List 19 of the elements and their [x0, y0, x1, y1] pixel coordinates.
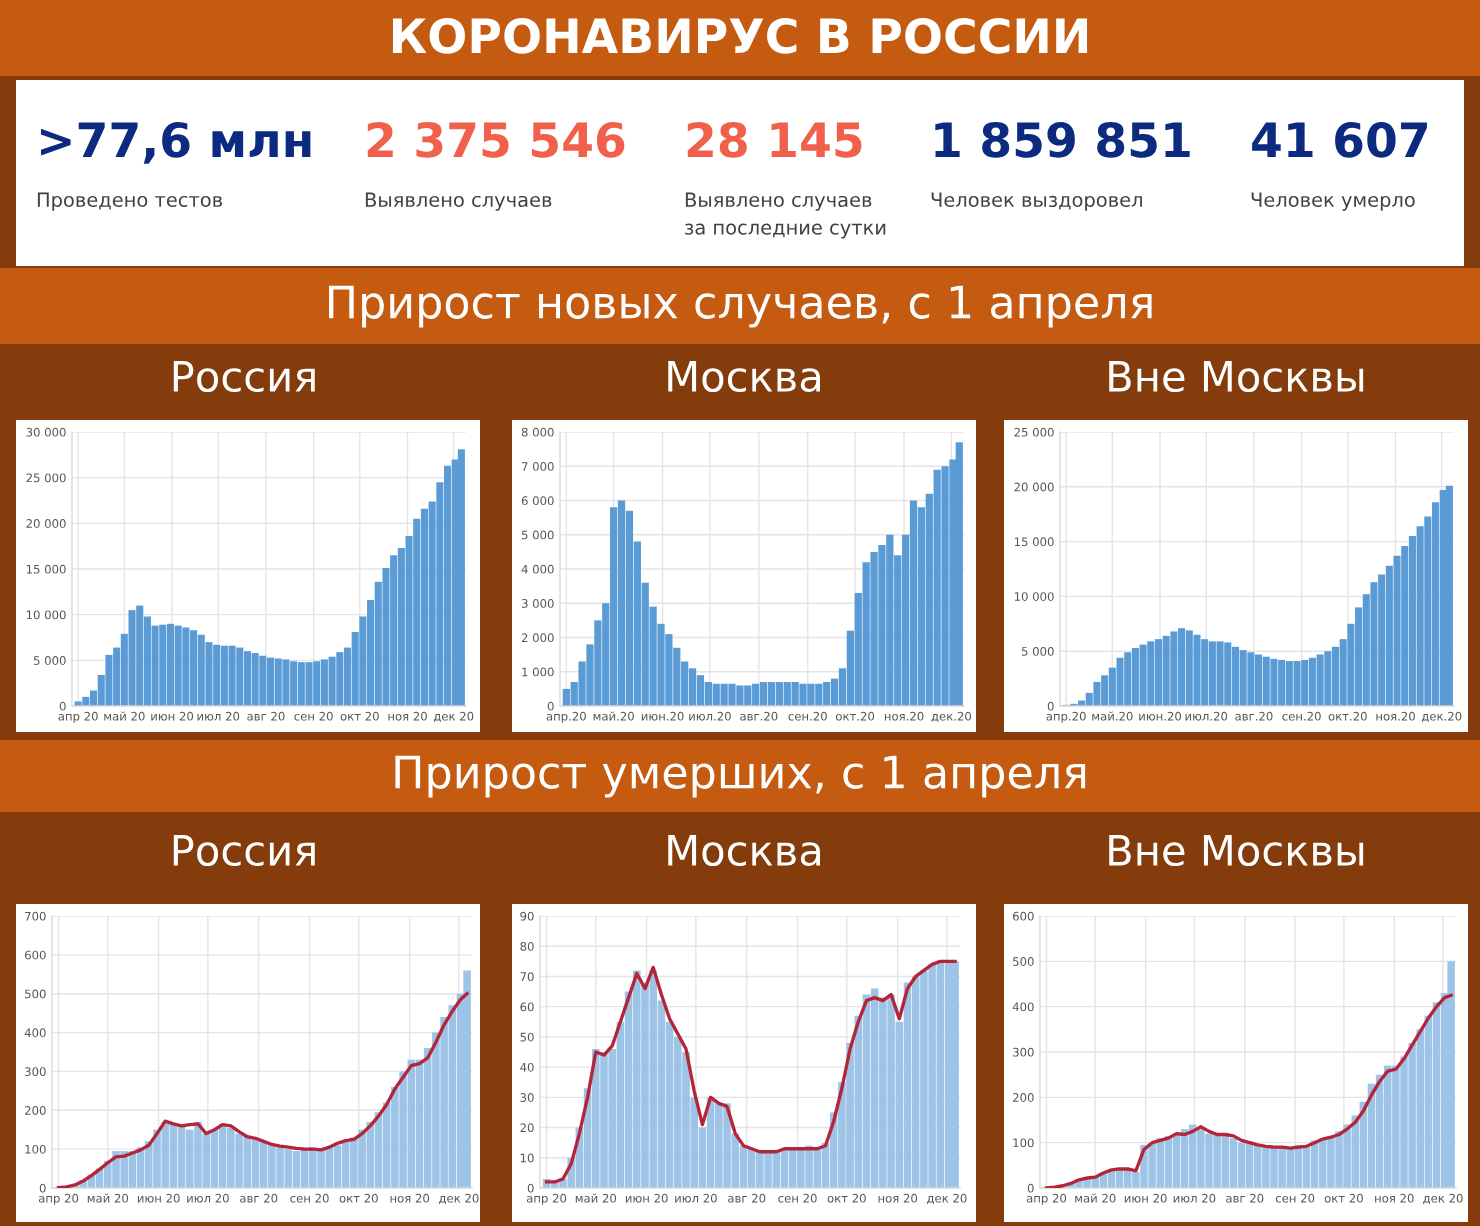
text: Выявлено случаев за последние сутки — [685, 192, 886, 239]
text: 28 145 — [687, 121, 862, 158]
text: 2 375 546 — [367, 121, 625, 158]
text: Человек умерло — [1251, 192, 1415, 211]
chart-title: Вне Москвы — [1109, 361, 1364, 393]
text: >77,6 млн — [41, 122, 311, 164]
chart-title: Вне Москвы — [1109, 835, 1364, 867]
text: Выявлено случаев — [365, 192, 552, 211]
text: Человек выздоровел — [931, 192, 1142, 211]
chart-title: Россия — [173, 835, 315, 867]
text: 1 859 851 — [935, 121, 1190, 158]
text: Проведено тестов — [37, 192, 222, 211]
text: 41 607 — [1252, 121, 1427, 158]
chart-title: Россия — [173, 361, 315, 393]
chart-subtitle: Прирост умерших, с 1 апреля — [395, 755, 1086, 798]
chart-title: Москва — [668, 835, 821, 867]
text: КОРОНАВИРУС В РОССИИ — [392, 17, 1088, 54]
chart-title: Москва — [668, 361, 821, 393]
chart-subtitle: Прирост новых случаев, с 1 апреля — [328, 285, 1152, 328]
